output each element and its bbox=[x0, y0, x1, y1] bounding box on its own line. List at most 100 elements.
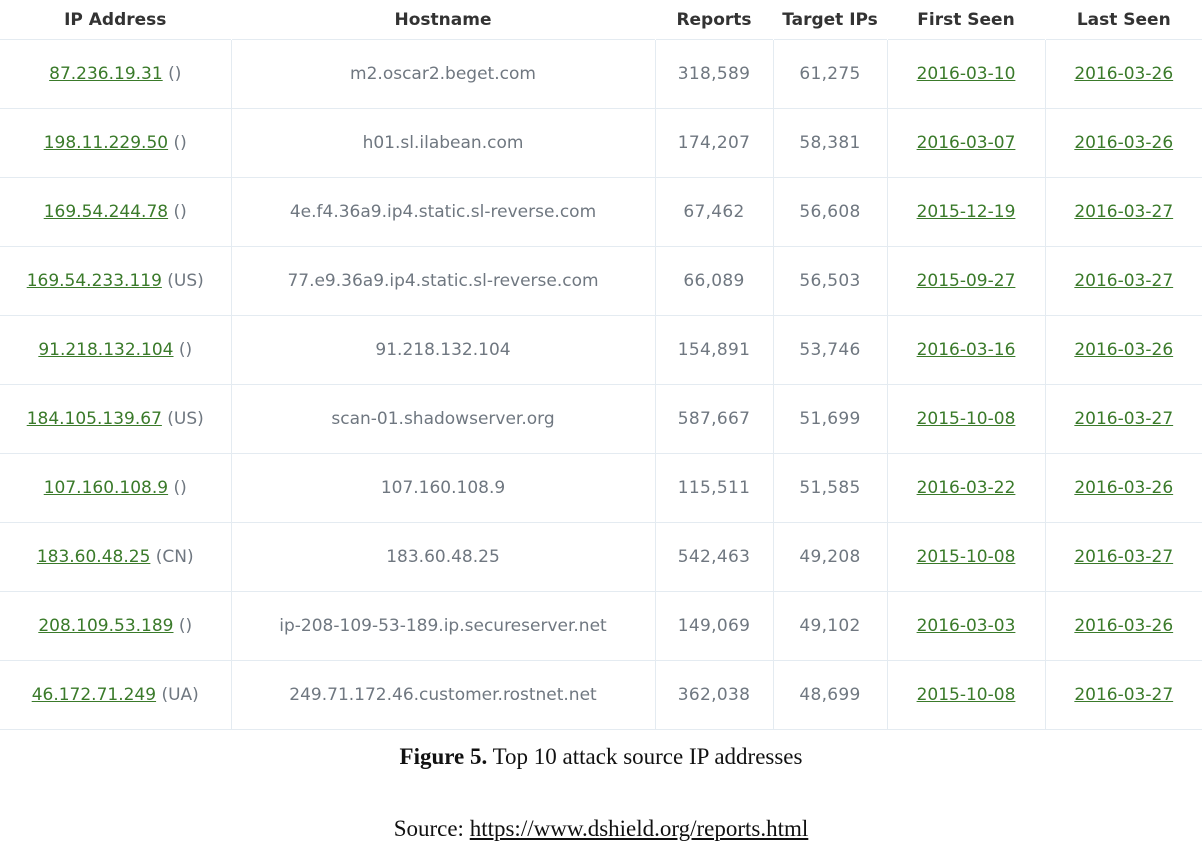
table-body: 87.236.19.31 () m2.oscar2.beget.com 318,58… bbox=[0, 39, 1202, 730]
first-seen-cell: 2015-10-08 bbox=[886, 522, 1045, 592]
first-seen-link[interactable]: 2015-10-08 bbox=[916, 685, 1016, 705]
ip-link[interactable]: 107.160.108.9 bbox=[43, 478, 169, 498]
ip-link[interactable]: 169.54.233.119 bbox=[26, 271, 162, 291]
reports-cell: 149,069 bbox=[654, 591, 773, 661]
figure-label: Figure 5. bbox=[399, 744, 488, 769]
ip-cell: 183.60.48.25 (CN) bbox=[0, 522, 231, 592]
last-seen-link[interactable]: 2016-03-26 bbox=[1074, 64, 1174, 84]
country-code: () bbox=[173, 478, 187, 498]
header-first-seen: First Seen bbox=[917, 9, 1015, 30]
ip-cell: 198.11.229.50 () bbox=[0, 108, 231, 178]
targets-cell: 53,746 bbox=[772, 315, 887, 385]
ip-cell: 169.54.233.119 (US) bbox=[0, 246, 231, 316]
hostname-cell: 91.218.132.104 bbox=[230, 315, 655, 385]
targets-cell: 48,699 bbox=[772, 660, 887, 730]
last-seen-cell: 2016-03-27 bbox=[1044, 177, 1202, 247]
last-seen-link[interactable]: 2016-03-26 bbox=[1074, 340, 1174, 360]
first-seen-link[interactable]: 2016-03-22 bbox=[916, 478, 1016, 498]
first-seen-link[interactable]: 2015-10-08 bbox=[916, 547, 1016, 567]
header-last-seen: Last Seen bbox=[1076, 9, 1171, 30]
first-seen-link[interactable]: 2016-03-07 bbox=[916, 133, 1016, 153]
ip-link[interactable]: 208.109.53.189 bbox=[38, 616, 174, 636]
country-code: () bbox=[173, 202, 187, 222]
ip-cell: 184.105.139.67 (US) bbox=[0, 384, 231, 454]
first-seen-cell: 2015-10-08 bbox=[886, 384, 1045, 454]
table-row: 184.105.139.67 (US) scan-01.shadowserver.… bbox=[0, 384, 1202, 454]
source-link[interactable]: https://www.dshield.org/reports.html bbox=[469, 816, 809, 841]
hostname-cell: 249.71.172.46.customer.rostnet.net bbox=[230, 660, 655, 730]
country-code: (UA) bbox=[161, 685, 199, 705]
first-seen-cell: 2016-03-07 bbox=[886, 108, 1045, 178]
last-seen-link[interactable]: 2016-03-27 bbox=[1074, 271, 1174, 291]
targets-cell: 56,608 bbox=[772, 177, 887, 247]
last-seen-cell: 2016-03-27 bbox=[1044, 246, 1202, 316]
reports-cell: 587,667 bbox=[654, 384, 773, 454]
ip-link[interactable]: 198.11.229.50 bbox=[43, 133, 169, 153]
targets-cell: 49,102 bbox=[772, 591, 887, 661]
targets-cell: 61,275 bbox=[772, 39, 887, 109]
reports-cell: 542,463 bbox=[654, 522, 773, 592]
ip-cell: 107.160.108.9 () bbox=[0, 453, 231, 523]
table-row: 91.218.132.104 () 91.218.132.104 154,891 53… bbox=[0, 315, 1202, 385]
targets-cell: 51,585 bbox=[772, 453, 887, 523]
last-seen-link[interactable]: 2016-03-27 bbox=[1074, 409, 1174, 429]
reports-cell: 318,589 bbox=[654, 39, 773, 109]
first-seen-link[interactable]: 2015-10-08 bbox=[916, 409, 1016, 429]
hostname-cell: h01.sl.ilabean.com bbox=[230, 108, 655, 178]
reports-cell: 66,089 bbox=[654, 246, 773, 316]
ip-cell: 46.172.71.249 (UA) bbox=[0, 660, 231, 730]
source-label: Source: bbox=[393, 816, 470, 841]
first-seen-link[interactable]: 2016-03-10 bbox=[916, 64, 1016, 84]
ip-link[interactable]: 91.218.132.104 bbox=[38, 340, 174, 360]
last-seen-cell: 2016-03-26 bbox=[1044, 108, 1202, 178]
ip-link[interactable]: 169.54.244.78 bbox=[43, 202, 169, 222]
first-seen-link[interactable]: 2015-09-27 bbox=[916, 271, 1016, 291]
table-row: 169.54.244.78 () 4e.f4.36a9.ip4.static.sl… bbox=[0, 177, 1202, 247]
header-ip-address: IP Address bbox=[64, 9, 167, 30]
ip-cell: 208.109.53.189 () bbox=[0, 591, 231, 661]
first-seen-cell: 2015-09-27 bbox=[886, 246, 1045, 316]
ip-link[interactable]: 87.236.19.31 bbox=[49, 64, 163, 84]
ip-link[interactable]: 184.105.139.67 bbox=[26, 409, 162, 429]
ip-link[interactable]: 183.60.48.25 bbox=[36, 547, 151, 567]
last-seen-link[interactable]: 2016-03-27 bbox=[1074, 202, 1174, 222]
table-header-row: IP Address Hostname Reports Target IPs F… bbox=[0, 0, 1202, 40]
last-seen-cell: 2016-03-26 bbox=[1044, 315, 1202, 385]
reports-cell: 362,038 bbox=[654, 660, 773, 730]
table-row: 46.172.71.249 (UA) 249.71.172.46.customer… bbox=[0, 660, 1202, 730]
hostname-cell: ip-208-109-53-189.ip.secureserver.net bbox=[230, 591, 655, 661]
reports-cell: 67,462 bbox=[654, 177, 773, 247]
reports-cell: 174,207 bbox=[654, 108, 773, 178]
table-row: 198.11.229.50 () h01.sl.ilabean.com 174,20… bbox=[0, 108, 1202, 178]
last-seen-link[interactable]: 2016-03-26 bbox=[1074, 616, 1174, 636]
header-reports: Reports bbox=[676, 9, 752, 30]
targets-cell: 51,699 bbox=[772, 384, 887, 454]
ip-link[interactable]: 46.172.71.249 bbox=[31, 685, 157, 705]
last-seen-link[interactable]: 2016-03-27 bbox=[1074, 547, 1174, 567]
reports-cell: 154,891 bbox=[654, 315, 773, 385]
targets-cell: 58,381 bbox=[772, 108, 887, 178]
last-seen-link[interactable]: 2016-03-26 bbox=[1074, 133, 1174, 153]
header-target-ips: Target IPs bbox=[782, 9, 878, 30]
ip-table: IP Address Hostname Reports Target IPs F… bbox=[0, 0, 1202, 730]
hostname-cell: scan-01.shadowserver.org bbox=[230, 384, 655, 454]
last-seen-link[interactable]: 2016-03-27 bbox=[1074, 685, 1174, 705]
hostname-cell: 107.160.108.9 bbox=[230, 453, 655, 523]
country-code: (US) bbox=[167, 409, 204, 429]
country-code: () bbox=[168, 64, 182, 84]
hostname-cell: 183.60.48.25 bbox=[230, 522, 655, 592]
table-row: 169.54.233.119 (US) 77.e9.36a9.ip4.static… bbox=[0, 246, 1202, 316]
table-row: 183.60.48.25 (CN) 183.60.48.25 542,463 49,2… bbox=[0, 522, 1202, 592]
last-seen-cell: 2016-03-26 bbox=[1044, 453, 1202, 523]
first-seen-link[interactable]: 2015-12-19 bbox=[916, 202, 1016, 222]
first-seen-cell: 2015-12-19 bbox=[886, 177, 1045, 247]
first-seen-link[interactable]: 2016-03-16 bbox=[916, 340, 1016, 360]
first-seen-cell: 2015-10-08 bbox=[886, 660, 1045, 730]
first-seen-link[interactable]: 2016-03-03 bbox=[916, 616, 1016, 636]
figure-caption: Figure 5. Top 10 attack source IP addres… bbox=[0, 744, 1202, 770]
source-line: Source: https://www.dshield.org/reports.… bbox=[0, 816, 1202, 842]
last-seen-link[interactable]: 2016-03-26 bbox=[1074, 478, 1174, 498]
last-seen-cell: 2016-03-26 bbox=[1044, 591, 1202, 661]
table-row: 87.236.19.31 () m2.oscar2.beget.com 318,58… bbox=[0, 39, 1202, 109]
country-code: () bbox=[178, 616, 193, 636]
